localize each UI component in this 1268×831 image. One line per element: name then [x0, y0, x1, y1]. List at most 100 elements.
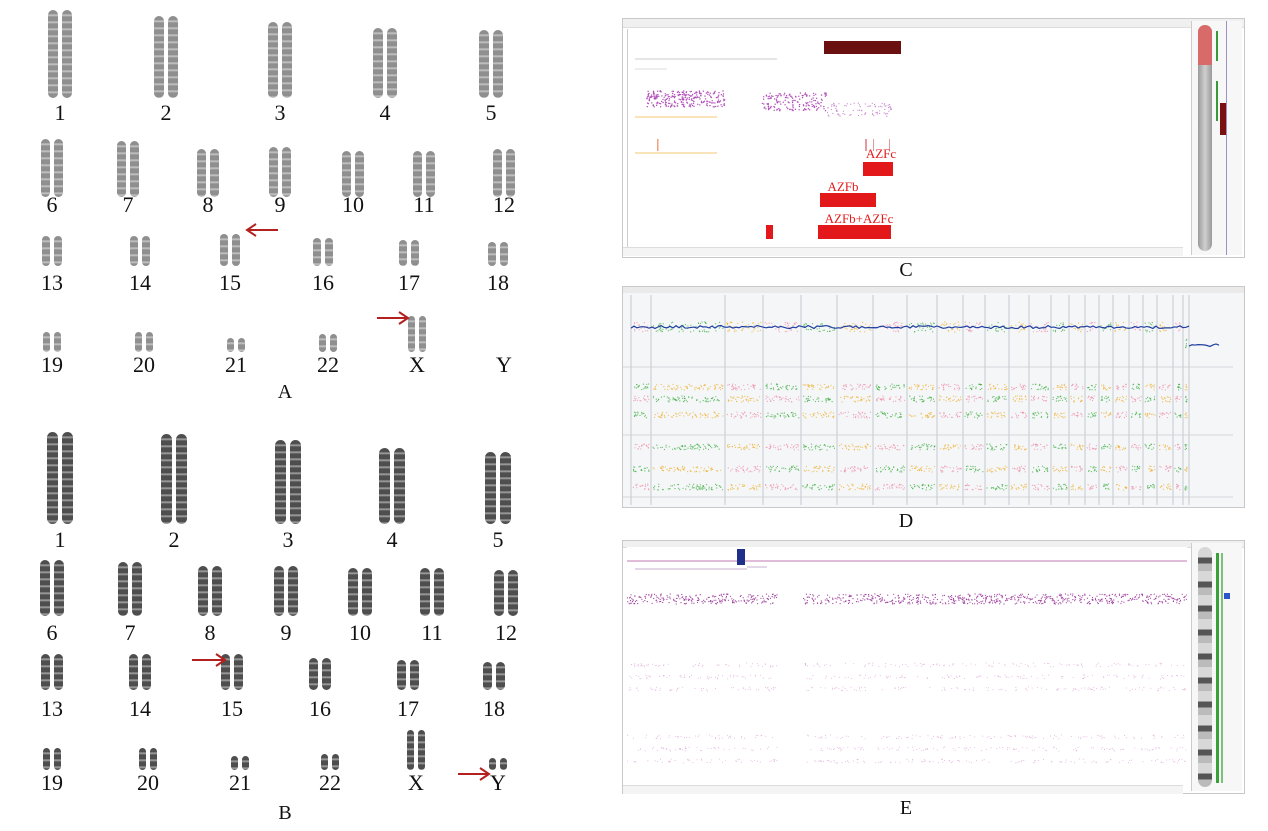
chromosome	[379, 448, 390, 524]
chromosome	[275, 440, 286, 524]
chromosome	[399, 240, 407, 266]
chromosome-number-label: 8	[202, 192, 214, 217]
chromosome	[274, 566, 284, 616]
chromosome-number-label: 16	[312, 270, 334, 295]
chromosome	[41, 139, 50, 197]
chromosome	[373, 28, 383, 98]
chromosome	[268, 22, 278, 98]
chromosome	[210, 149, 219, 197]
chromosome-number-label: 10	[349, 620, 371, 645]
chromosome	[419, 316, 426, 352]
chromosome	[221, 654, 230, 690]
chromosome-number-label: 20	[137, 770, 159, 795]
panel-label-b: B	[278, 802, 292, 824]
chromosome	[54, 560, 64, 616]
chromosome-number-label: 5	[485, 100, 497, 125]
chromosome	[238, 338, 245, 352]
chromosome	[117, 141, 126, 197]
chromosome-number-label: 12	[495, 620, 517, 645]
chromosome	[41, 654, 50, 690]
chromosome-number-label: 18	[483, 696, 505, 721]
chromosome	[146, 332, 153, 352]
chromosome-number-label: 11	[413, 192, 435, 217]
chromosome-number-label: 11	[421, 620, 443, 645]
azfb-azfc-bar	[818, 225, 891, 239]
chromosome	[47, 432, 58, 524]
chromosome-number-label: 15	[219, 270, 241, 295]
chromosome-number-label: 3	[274, 100, 286, 125]
chromosome	[227, 338, 234, 352]
chromosome	[242, 756, 249, 770]
chromosome	[43, 748, 50, 770]
chromosome	[394, 448, 405, 524]
azfb-label: AZFb	[827, 179, 859, 194]
toolbar	[623, 19, 1244, 28]
chromosome-number-label: 20	[133, 352, 155, 377]
panel-label-a: A	[277, 381, 293, 403]
chromosome	[330, 334, 337, 352]
chromosome-number-label: 15	[221, 696, 243, 721]
chromosome	[494, 570, 504, 616]
chromosome	[269, 147, 278, 197]
arrow-icon	[192, 653, 227, 667]
chromosome	[420, 568, 430, 616]
chromosome	[43, 332, 50, 352]
chromosome	[232, 234, 240, 266]
chromosome	[142, 236, 150, 266]
chromosome	[234, 654, 243, 690]
chromosome	[132, 562, 142, 616]
chromosome	[198, 566, 208, 616]
chromosome	[54, 654, 63, 690]
chromosome	[434, 568, 444, 616]
chromosome	[62, 10, 72, 98]
chromosome-number-label: 22	[317, 352, 339, 377]
chromosome-number-label: 19	[41, 770, 63, 795]
chromosome	[42, 236, 50, 266]
chromosome-number-label: 17	[398, 270, 420, 295]
chromosome	[342, 151, 351, 197]
chromosome	[397, 660, 406, 690]
chromosome	[62, 432, 73, 524]
chromosome-number-label: 14	[129, 696, 151, 721]
azfb-bar	[820, 193, 876, 207]
chromosome	[387, 28, 397, 98]
chromosome	[313, 238, 321, 266]
chromosome-number-label: Y	[490, 770, 506, 795]
chromosome	[168, 16, 178, 98]
chromosome	[309, 658, 318, 690]
chromosome-number-label: 7	[124, 620, 136, 645]
chromosome-ideogram-c	[1191, 21, 1242, 255]
chromosome-number-label: 3	[282, 527, 294, 552]
genome-browser-e	[622, 540, 1245, 794]
chromosome	[154, 16, 164, 98]
chromosome	[508, 570, 518, 616]
chromosome	[118, 562, 128, 616]
chromosome	[411, 240, 419, 266]
genome-browser-c: AZFc AZFb AZFb+AZFc	[622, 18, 1245, 258]
chromosome	[413, 151, 422, 197]
chromosome	[282, 22, 292, 98]
chromosome-number-label: 6	[46, 620, 58, 645]
chromosome	[54, 139, 63, 197]
chromosome	[479, 30, 489, 98]
chromosome-number-label: 6	[46, 192, 58, 217]
chromosome	[282, 147, 291, 197]
chromosome	[348, 568, 358, 616]
chromosome	[220, 234, 228, 266]
chromosome-number-label: 1	[54, 527, 66, 552]
chromosome-number-label: 9	[280, 620, 292, 645]
chromosome	[321, 754, 328, 770]
small-deletion-bar	[766, 225, 773, 239]
chromosome-number-label: 13	[41, 270, 63, 295]
chromosome	[325, 238, 333, 266]
chromosome	[407, 730, 414, 770]
chromosome	[500, 452, 511, 524]
status-bar	[623, 785, 1183, 794]
panel-label-d: D	[898, 510, 914, 532]
chromosome	[130, 141, 139, 197]
chromosome-number-label: 21	[229, 770, 251, 795]
chromosome	[506, 149, 515, 197]
chromosome	[485, 452, 496, 524]
chromosome-number-label: 5	[492, 527, 504, 552]
chromosome-number-label: 17	[397, 696, 419, 721]
